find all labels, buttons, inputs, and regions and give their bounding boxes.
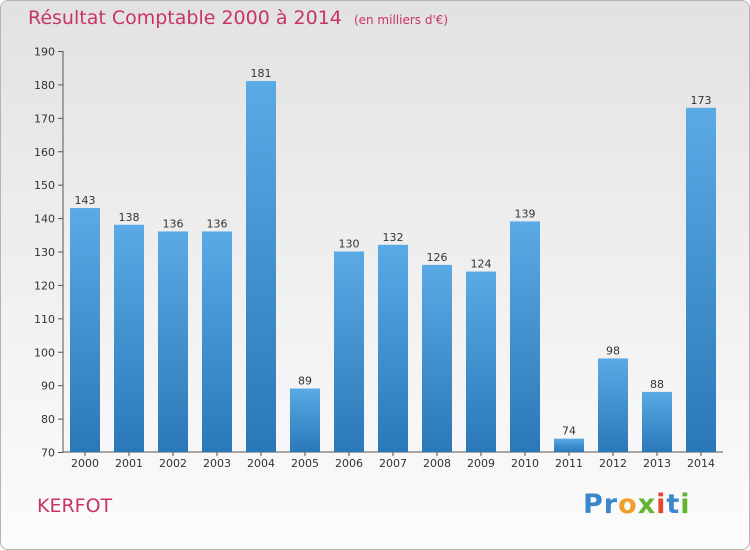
y-tick-label: 70 (41, 447, 55, 460)
bar-2010 (510, 221, 540, 452)
y-tick-label: 130 (34, 246, 55, 259)
logo-letter: i (656, 489, 667, 520)
chart-title: Résultat Comptable 2000 à 2014 (en milli… (28, 7, 448, 29)
y-tick-label: 100 (34, 346, 55, 359)
data-label: 124 (471, 258, 492, 271)
y-tick-label: 110 (34, 313, 55, 326)
data-label: 181 (251, 67, 272, 80)
y-tick-label: 80 (41, 413, 55, 426)
y-tick-label: 180 (34, 79, 55, 92)
bar-2000 (70, 208, 100, 452)
x-tick-label: 2005 (291, 457, 319, 470)
commune-name: KERFOT (37, 495, 113, 517)
chart-title-text: Résultat Comptable 2000 à 2014 (28, 7, 342, 29)
x-tick-label: 2002 (159, 457, 187, 470)
data-label: 173 (691, 94, 712, 107)
y-tick-label: 120 (34, 279, 55, 292)
logo-letter: t (666, 489, 681, 520)
data-label: 136 (207, 217, 228, 230)
bar-2011 (554, 438, 584, 452)
bar-2003 (202, 231, 232, 452)
x-tick-label: 2004 (247, 457, 275, 470)
y-tick-label: 150 (34, 179, 55, 192)
chart-bars (70, 81, 716, 452)
bar-2005 (290, 388, 320, 452)
logo-letter: x (637, 489, 657, 520)
x-tick-label: 2001 (115, 457, 143, 470)
x-tick-label: 2000 (71, 457, 99, 470)
x-tick-label: 2010 (511, 457, 539, 470)
data-label: 89 (298, 375, 312, 388)
y-tick-label: 160 (34, 146, 55, 159)
data-label: 74 (562, 425, 576, 438)
y-tick-label: 170 (34, 112, 55, 125)
bar-2002 (158, 231, 188, 452)
y-tick-label: 90 (41, 380, 55, 393)
y-tick-label: 190 (34, 46, 55, 59)
x-tick-label: 2003 (203, 457, 231, 470)
y-tick-label: 140 (34, 213, 55, 226)
bar-2006 (334, 251, 364, 452)
bar-2012 (598, 358, 628, 452)
data-label: 98 (606, 344, 620, 357)
x-tick-label: 2006 (335, 457, 363, 470)
proxiti-logo: Proxiti (583, 489, 691, 520)
bar-2008 (422, 264, 452, 452)
logo-letter: P (583, 489, 604, 520)
data-label: 126 (427, 251, 448, 264)
bar-2004 (246, 81, 276, 452)
bar-2014 (686, 107, 716, 452)
x-tick-label: 2009 (467, 457, 495, 470)
bar-2007 (378, 244, 408, 452)
bar-2013 (642, 391, 672, 452)
data-label: 139 (515, 207, 536, 220)
data-label: 130 (339, 238, 360, 251)
data-label: 88 (650, 378, 664, 391)
logo-letter: r (603, 489, 619, 520)
x-tick-label: 2012 (599, 457, 627, 470)
x-tick-label: 2008 (423, 457, 451, 470)
x-tick-label: 2013 (643, 457, 671, 470)
data-label: 143 (75, 194, 96, 207)
data-label: 136 (163, 217, 184, 230)
bar-2009 (466, 271, 496, 452)
x-tick-label: 2011 (555, 457, 583, 470)
x-tick-label: 2007 (379, 457, 407, 470)
chart-unit-note: (en milliers d'€) (353, 13, 449, 27)
data-label: 138 (119, 211, 140, 224)
logo-letter: o (618, 489, 638, 520)
data-label: 132 (383, 231, 404, 244)
bar-2001 (114, 224, 144, 452)
chart-labels: 2000 143 2001 138 2002 136 2003 136 2004 181 2005 8… (71, 67, 715, 470)
logo-letter: i (680, 489, 691, 520)
x-tick-label: 2014 (687, 457, 715, 470)
